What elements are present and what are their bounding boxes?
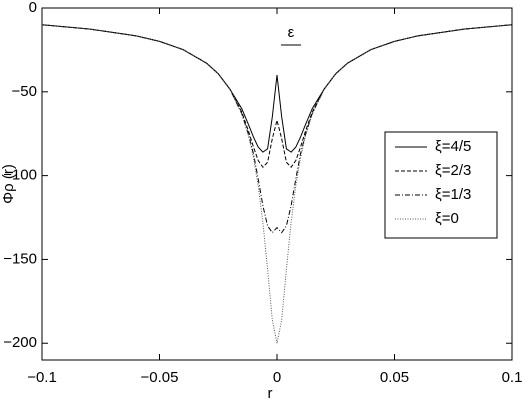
- legend-label: ξ=2/3: [435, 162, 471, 179]
- legend-label: ξ=1/3: [435, 186, 471, 203]
- y-tick-label: −50: [12, 83, 37, 100]
- y-tick-label: −150: [3, 250, 37, 267]
- y-tick-label: 0: [29, 0, 37, 16]
- y-axis-label: Φρ (r): [0, 164, 17, 204]
- annotation: ε: [288, 24, 295, 41]
- legend-box: [384, 131, 498, 239]
- x-tick-label: 0.05: [380, 369, 409, 386]
- x-tick-label: 0: [273, 369, 281, 386]
- y-tick-label: −200: [3, 334, 37, 351]
- series-line: [41, 24, 513, 344]
- x-tick-label: −0.1: [27, 369, 57, 386]
- legend-label: ξ=4/5: [435, 138, 471, 155]
- y-tick-label: −100: [3, 167, 37, 184]
- x-tick-label: −0.05: [141, 369, 179, 386]
- x-tick-label: 0.1: [502, 369, 522, 386]
- x-axis-label: r: [268, 385, 273, 402]
- legend-label: ξ=0: [435, 210, 459, 227]
